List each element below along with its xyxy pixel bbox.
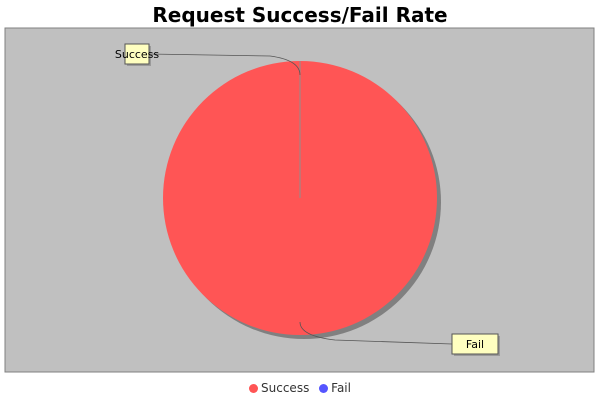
slice-label-fail: Fail: [466, 338, 484, 351]
legend-swatch-success: [249, 384, 259, 393]
leader-line-fail: [299, 321, 453, 345]
legend-label-success: Success: [261, 381, 310, 395]
legend-swatch-fail: [319, 384, 329, 393]
legend-item-success: Success: [249, 379, 309, 397]
slice-label-success: Success: [115, 48, 160, 61]
legend-item-fail: Fail: [319, 379, 351, 397]
slice-label-box-fail: [451, 333, 499, 355]
leader-line-success: [148, 53, 301, 76]
legend: Success Fail: [0, 379, 600, 397]
chart-title: Request Success/Fail Rate: [152, 3, 448, 27]
legend-label-fail: Fail: [331, 381, 351, 395]
slice-label-box-success: [124, 43, 150, 65]
